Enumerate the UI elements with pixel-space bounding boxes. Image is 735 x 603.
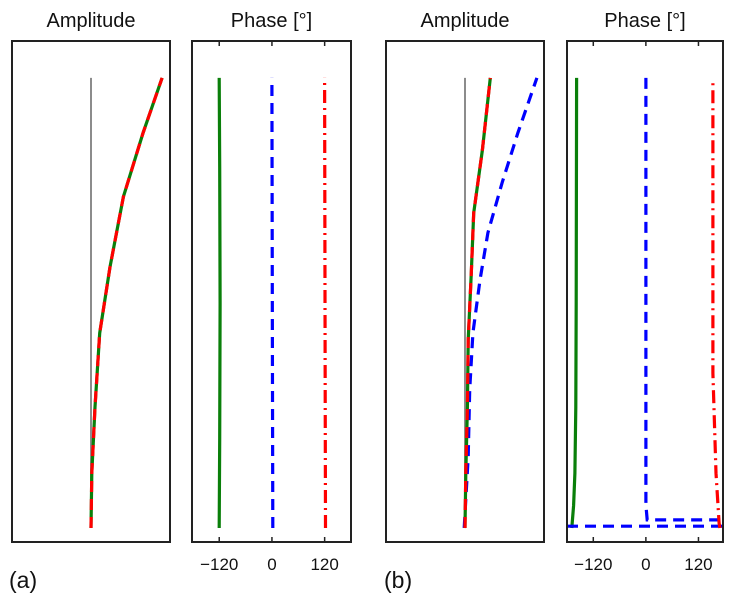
x-tick-label: 0 <box>267 555 276 574</box>
x-tick-label: −120 <box>200 555 238 574</box>
x-tick-label: −120 <box>574 555 612 574</box>
panel-title: Phase [°] <box>231 10 312 32</box>
panel-4: Phase [°] −120 0 120 <box>566 10 724 574</box>
axes-box <box>385 40 545 543</box>
series-line-3 <box>89 77 164 529</box>
panel-label-a: (a) <box>9 567 37 593</box>
x-tick-label: 120 <box>684 555 712 574</box>
panel-title: Phase [°] <box>604 10 685 32</box>
x-tick-label: 0 <box>641 555 650 574</box>
series-line-2 <box>462 77 539 529</box>
series-line-4 <box>463 77 492 529</box>
series-line-4 <box>711 82 722 529</box>
x-tick-label: 120 <box>310 555 338 574</box>
panel-title: Amplitude <box>47 10 136 32</box>
panel-1: Amplitude <box>11 10 171 543</box>
axes-box <box>566 40 724 543</box>
series-line-2 <box>89 77 164 529</box>
series-line-2 <box>270 77 275 529</box>
series-line-2 <box>644 77 723 522</box>
series-line-1 <box>217 77 222 529</box>
series-line-1 <box>570 77 579 529</box>
panel-2: Phase [°] −120 0 120 <box>191 10 352 574</box>
series-line-3 <box>323 77 328 529</box>
panel-title: Amplitude <box>421 10 510 32</box>
panel-3: Amplitude <box>385 10 545 543</box>
panel-label-b: (b) <box>384 567 412 593</box>
axes-box <box>11 40 171 543</box>
